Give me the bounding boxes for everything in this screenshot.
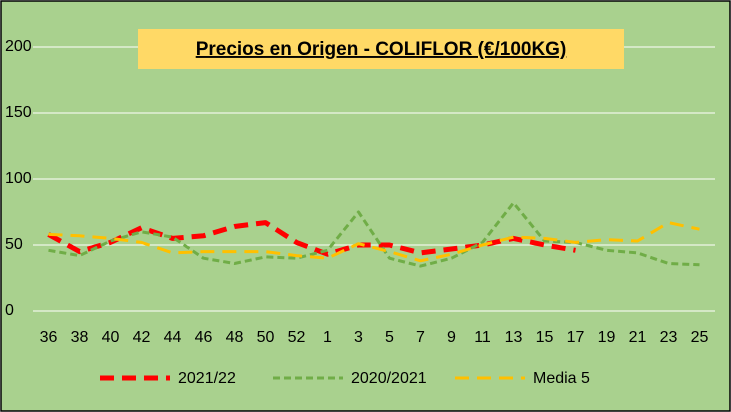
x-tick-label: 50 [257, 329, 275, 346]
x-tick-label: 23 [660, 329, 678, 346]
legend-label: Media 5 [533, 370, 590, 387]
x-tick-label: 52 [288, 329, 306, 346]
x-tick-label: 48 [226, 329, 244, 346]
x-tick-label: 40 [102, 329, 120, 346]
y-tick-label: 100 [5, 170, 32, 187]
series-line [48, 201, 700, 268]
chart-title: Precios en Origen - COLIFLOR (€/100KG) [196, 39, 567, 60]
x-tick-label: 9 [447, 329, 456, 346]
x-tick-label: 19 [598, 329, 616, 346]
title-box [138, 29, 624, 69]
y-tick-label: 200 [5, 38, 32, 55]
x-tick-label: 21 [629, 329, 647, 346]
x-tick-label: 42 [133, 329, 151, 346]
x-tick-label: 25 [691, 329, 709, 346]
y-tick-label: 0 [5, 302, 14, 319]
x-tick-label: 38 [71, 329, 89, 346]
x-tick-label: 3 [354, 329, 363, 346]
legend-label: 2021/22 [178, 370, 236, 387]
y-tick-label: 150 [5, 104, 32, 121]
x-tick-label: 1 [323, 329, 332, 346]
x-tick-label: 17 [567, 329, 585, 346]
legend-label: 2020/2021 [351, 370, 427, 387]
x-tick-label: 7 [416, 329, 425, 346]
x-tick-label: 44 [164, 329, 182, 346]
series-line [48, 221, 700, 263]
y-tick-label: 50 [5, 236, 23, 253]
x-tick-label: 46 [195, 329, 213, 346]
x-tick-label: 15 [536, 329, 554, 346]
x-tick-label: 5 [385, 329, 394, 346]
x-tick-label: 36 [40, 329, 58, 346]
x-tick-label: 11 [474, 329, 491, 346]
x-tick-label: 13 [505, 329, 523, 346]
